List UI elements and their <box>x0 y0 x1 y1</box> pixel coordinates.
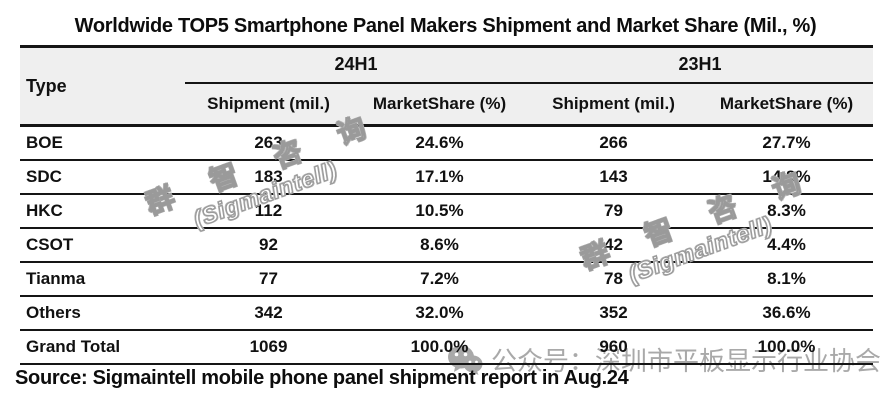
table-cell: 263 <box>185 125 352 161</box>
table-cell: 8.6% <box>352 227 527 263</box>
table-cell: 24.6% <box>352 125 527 161</box>
table-cell: 8.1% <box>700 261 873 297</box>
table-row-boe: BOE 263 24.6% 266 27.7% <box>20 125 873 161</box>
table-row-others: Others 342 32.0% 352 36.6% <box>20 295 873 331</box>
table-cell: 78 <box>527 261 700 297</box>
table-cell: 79 <box>527 193 700 229</box>
source-note: Source: Sigmaintell mobile phone panel s… <box>15 367 629 389</box>
table-cell: 1069 <box>185 329 352 365</box>
column-header-type: Type <box>20 46 185 127</box>
table-cell: 352 <box>527 295 700 331</box>
table-cell: 14.8% <box>700 159 873 195</box>
row-label: SDC <box>20 159 185 195</box>
table-row-hkc: HKC 112 10.5% 79 8.3% <box>20 193 873 229</box>
row-label: HKC <box>20 193 185 229</box>
table-cell: 32.0% <box>352 295 527 331</box>
row-label: Tianma <box>20 261 185 297</box>
table-row-grand-total: Grand Total 1069 100.0% 960 100.0% <box>20 329 873 365</box>
table-cell: 7.2% <box>352 261 527 297</box>
table-row-tianma: Tianma 77 7.2% 78 8.1% <box>20 261 873 297</box>
table-cell: 4.4% <box>700 227 873 263</box>
table-cell: 8.3% <box>700 193 873 229</box>
row-label: BOE <box>20 125 185 161</box>
row-label: CSOT <box>20 227 185 263</box>
column-header-shipment-23h1: Shipment (mil.) <box>527 82 700 127</box>
table-cell: 17.1% <box>352 159 527 195</box>
table-cell: 92 <box>185 227 352 263</box>
table-cell: 183 <box>185 159 352 195</box>
table-cell: 27.7% <box>700 125 873 161</box>
row-label: Others <box>20 295 185 331</box>
table-cell: 960 <box>527 329 700 365</box>
column-group-24h1: 24H1 <box>185 46 527 84</box>
table-cell: 112 <box>185 193 352 229</box>
column-header-shipment-24h1: Shipment (mil.) <box>185 82 352 127</box>
table-cell: 266 <box>527 125 700 161</box>
row-label: Grand Total <box>20 329 185 365</box>
page-title: Worldwide TOP5 Smartphone Panel Makers S… <box>74 15 817 37</box>
table-cell: 143 <box>527 159 700 195</box>
column-header-share-23h1: MarketShare (%) <box>700 82 873 127</box>
shipment-table: Type 24H1 23H1 Shipment (mil.) MarketSha… <box>20 45 873 365</box>
table-row-csot: CSOT 92 8.6% 42 4.4% <box>20 227 873 263</box>
table-cell: 10.5% <box>352 193 527 229</box>
column-group-23h1: 23H1 <box>527 46 873 84</box>
table-cell: 342 <box>185 295 352 331</box>
table-row-sdc: SDC 183 17.1% 143 14.8% <box>20 159 873 195</box>
column-header-share-24h1: MarketShare (%) <box>352 82 527 127</box>
table-cell: 77 <box>185 261 352 297</box>
table-cell: 100.0% <box>352 329 527 365</box>
table-header: Type 24H1 23H1 Shipment (mil.) MarketSha… <box>20 46 873 127</box>
table-cell: 36.6% <box>700 295 873 331</box>
table-cell: 42 <box>527 227 700 263</box>
table-cell: 100.0% <box>700 329 873 365</box>
